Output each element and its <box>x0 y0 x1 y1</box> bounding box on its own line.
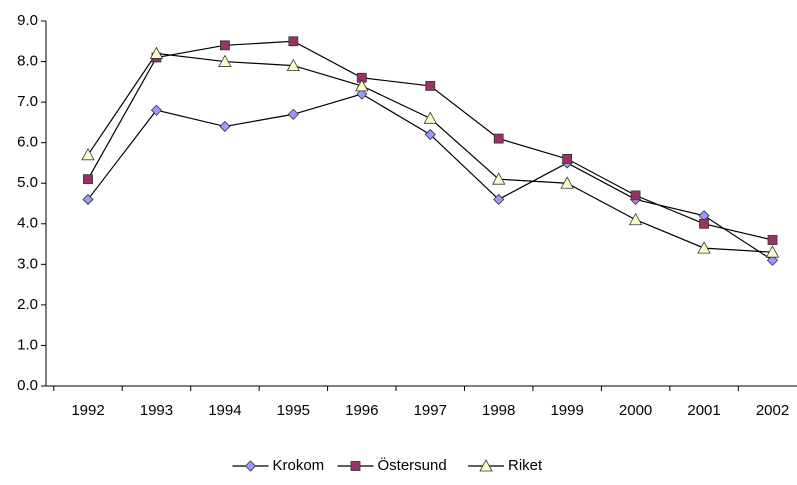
y-tick-label: 1.0 <box>17 336 38 353</box>
point <box>423 111 437 124</box>
point <box>355 79 369 92</box>
point <box>81 147 95 161</box>
legend-label: Östersund <box>378 456 447 474</box>
point <box>628 212 643 226</box>
legend-label: Riket <box>508 457 543 474</box>
point <box>218 54 232 67</box>
y-tick-label: 5.0 <box>17 174 38 191</box>
point <box>630 190 641 201</box>
point <box>288 36 299 47</box>
x-tick-label: 2002 <box>756 402 789 419</box>
point <box>356 88 368 100</box>
point <box>766 254 779 266</box>
point <box>425 80 436 91</box>
point <box>82 193 94 206</box>
point <box>493 133 504 144</box>
x-tick-label: 2001 <box>687 402 720 419</box>
point <box>492 172 506 185</box>
x-tick-label: 1993 <box>140 402 173 419</box>
x-tick-label: 1999 <box>550 402 583 419</box>
series-line <box>87 40 773 241</box>
point <box>699 218 709 229</box>
y-tick-label: 6.0 <box>17 134 38 151</box>
x-tick-label: 1996 <box>345 402 378 419</box>
x-tick-label: 1994 <box>208 402 241 419</box>
point <box>149 46 164 59</box>
y-tick-label: 3.0 <box>17 255 38 272</box>
point <box>697 241 711 254</box>
y-tick-label: 0.0 <box>17 377 38 394</box>
point <box>493 193 505 206</box>
point <box>767 235 778 245</box>
point <box>560 176 574 189</box>
point <box>287 108 299 120</box>
legend-marker <box>244 460 257 472</box>
y-tick-label: 4.0 <box>17 215 38 232</box>
point <box>219 40 230 51</box>
point <box>424 128 436 141</box>
point <box>286 58 301 72</box>
x-tick-label: 1992 <box>71 402 104 419</box>
legend-marker <box>350 461 361 471</box>
point <box>83 174 93 185</box>
y-tick-label: 7.0 <box>17 93 38 110</box>
y-tick-label: 8.0 <box>17 53 38 70</box>
point <box>150 104 163 116</box>
y-tick-label: 9.0 <box>17 12 38 29</box>
point <box>219 120 231 133</box>
point <box>765 245 780 258</box>
y-tick-label: 2.0 <box>17 296 38 313</box>
legend-marker <box>479 459 493 472</box>
x-tick-label: 1997 <box>414 402 447 419</box>
point <box>562 153 573 164</box>
x-tick-label: 2000 <box>619 402 652 419</box>
x-tick-label: 1998 <box>482 402 515 419</box>
legend-label: Krokom <box>273 457 325 474</box>
x-tick-label: 1995 <box>277 402 310 419</box>
